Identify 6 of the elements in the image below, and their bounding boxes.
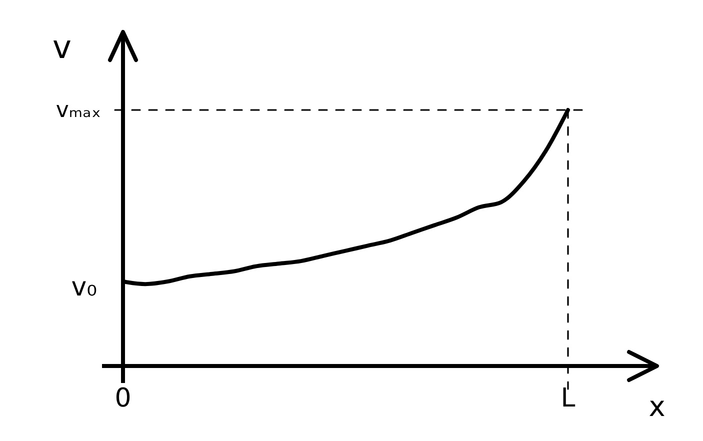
- ref-line-label: vₘₐₓ: [56, 98, 101, 123]
- x-tick-label: L: [560, 383, 576, 414]
- text: v₀: [71, 272, 97, 303]
- y-axis-title: v: [52, 28, 72, 66]
- x-tick-label: 0: [114, 383, 132, 414]
- x-axis-title: x: [648, 390, 666, 423]
